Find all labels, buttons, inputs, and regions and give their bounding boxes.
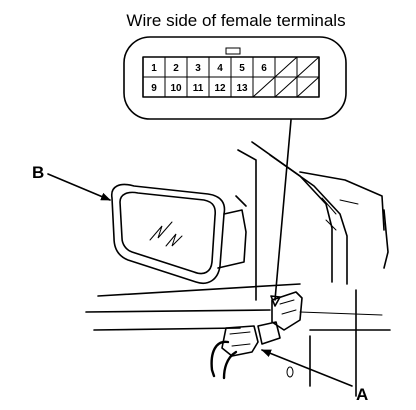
terminal-11: 11 — [193, 83, 204, 94]
empty-terminal — [274, 56, 298, 78]
diagram-title: Wire side of female terminals — [126, 11, 345, 30]
door-frame — [85, 141, 391, 397]
bubble-pointer — [274, 119, 292, 301]
empty-terminal — [296, 76, 320, 98]
callout-b-label: B — [32, 163, 44, 182]
terminal-13: 13 — [236, 83, 248, 94]
callout-a-label: A — [356, 385, 368, 404]
terminal-4: 4 — [217, 63, 223, 74]
terminal-12: 12 — [214, 83, 226, 94]
terminal-2: 2 — [173, 63, 179, 74]
connector-face: 1 2 3 4 5 69 10 11 12 13 — [142, 56, 320, 98]
terminal-9: 9 — [151, 83, 157, 94]
terminal-10: 10 — [170, 83, 182, 94]
terminal-6: 6 — [261, 63, 267, 74]
mirror-connector — [210, 291, 303, 380]
empty-terminal — [296, 56, 320, 78]
callout-b-leader — [47, 173, 111, 201]
terminal-3: 3 — [195, 63, 201, 74]
empty-terminal — [274, 76, 298, 98]
terminal-1: 1 — [151, 63, 157, 74]
terminal-5: 5 — [239, 63, 245, 74]
side-mirror — [110, 183, 247, 284]
bubble-pointer-arrow — [270, 295, 281, 307]
connector-bubble — [123, 36, 347, 120]
callout-a-leader — [261, 349, 353, 387]
empty-terminal — [252, 76, 276, 98]
